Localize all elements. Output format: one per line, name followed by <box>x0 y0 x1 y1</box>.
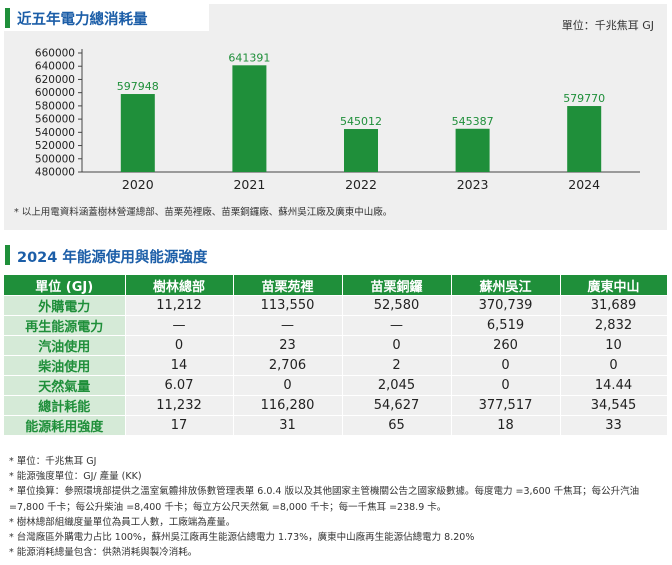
table-cell: 2,832 <box>560 315 668 336</box>
x-tick-label: 2022 <box>345 177 377 192</box>
table-cell: 6,519 <box>451 315 561 336</box>
table-row: 天然氣量 6.07 0 2,045 0 14.44 <box>4 375 668 396</box>
y-tick-label: 600000 <box>35 87 75 99</box>
table-cell: 370,739 <box>451 295 561 316</box>
chart-note: * 以上用電資料涵蓋樹林營運總部、苗栗苑裡廠、苗栗銅鑼廠、蘇州吳江廠及廣東中山廠… <box>14 207 393 218</box>
header-wujiang: 蘇州吳江 <box>451 275 561 296</box>
table-cell: 0 <box>451 355 561 376</box>
table-cell: 31,689 <box>560 295 668 316</box>
table-cell: 52,580 <box>342 295 452 316</box>
table-cell: 0 <box>560 355 668 376</box>
table-cell: 65 <box>342 415 452 436</box>
y-tick-label: 560000 <box>35 114 75 126</box>
table-row: 外購電力 11,212 113,550 52,580 370,739 31,689 <box>4 295 668 316</box>
footnotes: * 單位：千兆焦耳 GJ * 能源強度單位：GJ/ 產量 (KK) * 單位換算… <box>9 454 669 560</box>
table-row: 能源耗用強度 17 31 65 18 33 <box>4 415 668 436</box>
chart-title-tab <box>4 4 209 31</box>
chart-panel <box>4 4 667 230</box>
table-cell: 6.07 <box>125 375 234 396</box>
footnote: * 單位換算：參照環境部提供之溫室氣體排放係數管理表單 6.0.4 版以及其他國… <box>9 486 640 513</box>
table-section-title: 2024 年能源使用與能源強度 <box>17 250 208 266</box>
table-cell: 14.44 <box>560 375 668 396</box>
footnote: * 能源強度單位：GJ/ 產量 (KK) <box>9 471 142 483</box>
table-cell: 31 <box>233 415 343 436</box>
data-label: 641391 <box>228 51 270 64</box>
bar-2022 <box>344 129 378 172</box>
table-cell: 54,627 <box>342 395 452 416</box>
row-label: 柴油使用 <box>4 355 126 376</box>
table-cell: 0 <box>342 335 452 356</box>
bar-2021 <box>232 65 267 172</box>
bar-2023 <box>455 128 490 172</box>
y-tick-label: 480000 <box>35 167 75 179</box>
table-cell: 11,212 <box>125 295 234 316</box>
chart-title-accent <box>5 8 10 28</box>
header-yuanli: 苗栗苑裡 <box>233 275 343 296</box>
table-cell: 33 <box>560 415 668 436</box>
table-cell: 2,706 <box>233 355 343 376</box>
table-cell: 23 <box>233 335 343 356</box>
data-label: 597948 <box>117 80 159 93</box>
table-cell: 18 <box>451 415 561 436</box>
header-tongluo: 苗栗銅鑼 <box>342 275 452 296</box>
y-tick-label: 520000 <box>35 140 75 152</box>
table-cell: 113,550 <box>233 295 343 316</box>
table-cell: 377,517 <box>451 395 561 416</box>
bar-2024 <box>567 106 602 172</box>
x-tick-label: 2020 <box>122 177 154 192</box>
table-cell: 10 <box>560 335 668 356</box>
x-tick-label: 2021 <box>233 177 265 192</box>
chart-section-title: 近五年電力總消耗量 <box>17 12 148 28</box>
energy-table: 單位 (GJ) 樹林總部 苗栗苑裡 苗栗銅鑼 蘇州吳江 廣東中山 外購電力 11,… <box>4 275 668 436</box>
footnote: * 樹林總部組織度量單位為員工人數，工廠端為產量。 <box>9 516 236 528</box>
row-label: 汽油使用 <box>4 335 126 356</box>
row-label: 天然氣量 <box>4 375 126 396</box>
table-cell: 2,045 <box>342 375 452 396</box>
table-title-accent <box>5 245 10 265</box>
header-shulin: 樹林總部 <box>125 275 234 296</box>
table-cell: — <box>233 315 343 336</box>
y-tick-label: 640000 <box>35 61 75 73</box>
row-label: 再生能源電力 <box>4 315 126 336</box>
table-cell: — <box>342 315 452 336</box>
row-label: 能源耗用強度 <box>4 415 126 436</box>
table-cell: 17 <box>125 415 234 436</box>
table-cell: 0 <box>451 375 561 396</box>
table-cell: — <box>125 315 234 336</box>
header-unit: 單位 (GJ) <box>4 275 126 296</box>
row-label: 外購電力 <box>4 295 126 316</box>
table-header-row: 單位 (GJ) 樹林總部 苗栗苑裡 苗栗銅鑼 蘇州吳江 廣東中山 <box>4 275 668 296</box>
footnote: * 單位：千兆焦耳 GJ <box>9 456 97 467</box>
row-label: 總計耗能 <box>4 395 126 416</box>
x-tick-label: 2024 <box>568 177 600 192</box>
x-tick-label: 2023 <box>457 177 489 192</box>
footnote: * 能源消耗總量包含：供熱消耗與製冷消耗。 <box>9 547 198 559</box>
table-cell: 34,545 <box>560 395 668 416</box>
table-row: 汽油使用 0 23 0 260 10 <box>4 335 668 356</box>
table-row: 總計耗能 11,232 116,280 54,627 377,517 34,545 <box>4 395 668 416</box>
y-tick-label: 500000 <box>35 153 75 165</box>
table-cell: 14 <box>125 355 234 376</box>
y-tick-label: 580000 <box>35 100 75 112</box>
table-cell: 116,280 <box>233 395 343 416</box>
data-label: 545012 <box>340 115 382 128</box>
bar-2020 <box>120 94 155 172</box>
y-tick-label: 620000 <box>35 74 75 86</box>
unit-label: 單位：千兆焦耳 GJ <box>561 19 654 32</box>
table-cell: 0 <box>233 375 343 396</box>
data-label: 579770 <box>563 92 605 105</box>
y-tick-label: 660000 <box>35 48 75 60</box>
table-cell: 260 <box>451 335 561 356</box>
header-zhongshan: 廣東中山 <box>560 275 668 296</box>
y-tick-label: 540000 <box>35 127 75 139</box>
table-row: 柴油使用 14 2,706 2 0 0 <box>4 355 668 376</box>
footnote: * 台灣廠區外購電力占比 100%，蘇州吳江廠再生能源佔總電力 1.73%，廣東… <box>9 532 475 544</box>
table-cell: 11,232 <box>125 395 234 416</box>
table-row: 再生能源電力 — — —6,519 2,832 <box>4 315 668 336</box>
table-cell: 0 <box>125 335 234 356</box>
table-cell: 2 <box>342 355 452 376</box>
data-label: 545387 <box>452 115 494 128</box>
